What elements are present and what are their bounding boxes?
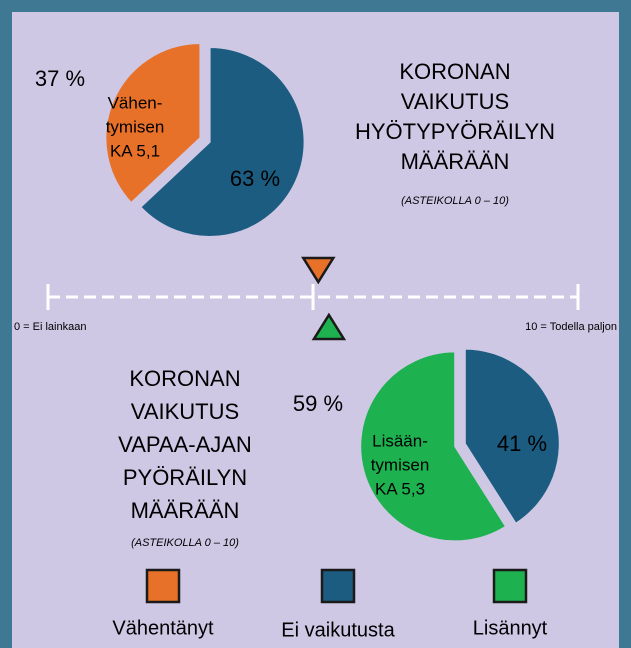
legend-label: Ei vaikutusta xyxy=(281,619,395,641)
slice-annotation: tymisen xyxy=(371,455,430,474)
legend-swatch xyxy=(320,568,356,604)
scale-marker xyxy=(311,312,347,341)
chart-title: KORONAN xyxy=(129,366,240,391)
value-label: 63 % xyxy=(230,166,280,191)
slice-annotation: Lisään- xyxy=(372,431,428,450)
legend-swatch xyxy=(145,568,181,604)
legend-label: Lisännyt xyxy=(473,617,548,639)
scale-tick-label: 10 = Todella paljon xyxy=(525,321,617,333)
pie-slice xyxy=(138,45,306,238)
chart-title: MÄÄRÄÄN xyxy=(131,498,240,523)
chart-title: PYÖRÄILYN xyxy=(123,465,247,490)
chart-title: KORONAN xyxy=(399,59,510,84)
scale-marker xyxy=(301,256,336,285)
chart-title: VAPAA-AJAN xyxy=(118,432,252,457)
scale-tick-label: 0 = Ei lainkaan xyxy=(14,321,86,333)
chart-subtitle: (ASTEIKOLLA 0 – 10) xyxy=(401,195,509,207)
chart-title: MÄÄRÄÄN xyxy=(401,149,510,174)
pie-slice xyxy=(359,350,508,543)
chart-title: HYÖTYPYÖRÄILYN xyxy=(355,119,555,144)
value-label: 37 % xyxy=(35,66,85,91)
legend-swatch xyxy=(492,568,528,604)
pie-slice xyxy=(463,347,561,526)
slice-annotation: Vähen- xyxy=(108,93,163,112)
legend-label: Vähentänyt xyxy=(112,617,214,639)
chart-title: VAIKUTUS xyxy=(401,89,509,114)
pie-slice xyxy=(104,42,202,205)
slice-annotation: KA 5,1 xyxy=(110,141,160,160)
value-label: 41 % xyxy=(497,431,547,456)
chart-subtitle: (ASTEIKOLLA 0 – 10) xyxy=(131,537,239,549)
slice-annotation: tymisen xyxy=(106,117,165,136)
slice-annotation: KA 5,3 xyxy=(375,479,425,498)
value-label: 59 % xyxy=(293,391,343,416)
chart-title: VAIKUTUS xyxy=(131,399,239,424)
